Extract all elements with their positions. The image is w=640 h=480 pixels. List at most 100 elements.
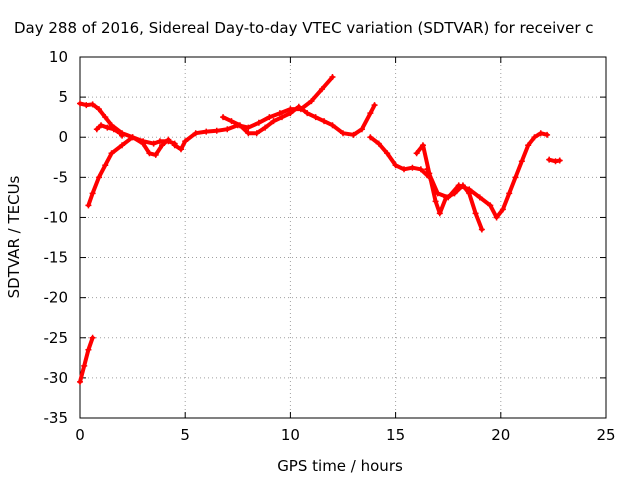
- data-series: [171, 74, 336, 153]
- data-series: [220, 102, 378, 138]
- data-point: [546, 156, 553, 163]
- plot-frame: [79, 56, 607, 419]
- data-point: [77, 100, 83, 107]
- data-point: [159, 142, 166, 149]
- data-point: [93, 126, 100, 133]
- data-point: [108, 150, 115, 157]
- data-point: [276, 110, 283, 117]
- data-point: [140, 140, 147, 147]
- data-point: [245, 124, 252, 131]
- data-point: [165, 136, 172, 143]
- data-point: [358, 126, 365, 133]
- data-point: [129, 134, 136, 141]
- data-point: [531, 134, 538, 141]
- data-series: [367, 134, 433, 181]
- data-point: [518, 158, 525, 165]
- y-axis-label: SDTVAR / TECUs: [5, 175, 23, 298]
- data-point: [487, 202, 494, 209]
- data-series: [77, 334, 96, 385]
- y-tick-label: -10: [44, 208, 69, 226]
- y-axis-ticks: 10 5 0 -5 -10 -15 -20 -25 -30 -35: [44, 48, 606, 427]
- data-point: [401, 166, 408, 173]
- data-point: [262, 124, 269, 131]
- data-point: [478, 226, 485, 233]
- data-point: [432, 198, 439, 205]
- data-point: [95, 174, 102, 181]
- data-point: [476, 194, 483, 201]
- data-point: [85, 202, 92, 209]
- y-tick-label: 10: [49, 48, 68, 66]
- data-point: [224, 126, 231, 133]
- data-point: [308, 98, 315, 105]
- data-point: [278, 114, 285, 121]
- data-point: [304, 110, 311, 117]
- data-point: [392, 162, 399, 169]
- data-point: [89, 334, 96, 341]
- data-point: [89, 101, 96, 108]
- y-tick-label: -20: [44, 289, 69, 307]
- data-point: [329, 122, 336, 129]
- y-tick-label: -35: [44, 409, 69, 427]
- data-point: [266, 114, 273, 121]
- data-point: [228, 118, 235, 125]
- data-point: [95, 106, 102, 113]
- x-axis-ticks: 0 5 10 15 20 25: [75, 57, 616, 444]
- data-point: [177, 146, 184, 153]
- data-point: [466, 186, 473, 193]
- data-point: [552, 158, 559, 165]
- data-point: [419, 142, 426, 149]
- plot-area: [77, 74, 563, 385]
- data-point: [236, 122, 243, 129]
- data-point: [192, 130, 199, 137]
- data-point: [455, 182, 462, 189]
- x-tick-label: 0: [75, 426, 85, 444]
- data-point: [384, 150, 391, 157]
- x-tick-label: 15: [386, 426, 405, 444]
- series-trace: [78, 101, 171, 157]
- data-point: [434, 190, 441, 197]
- data-point: [367, 134, 374, 141]
- data-point: [506, 190, 513, 197]
- data-point: [150, 140, 157, 147]
- data-point: [213, 127, 220, 134]
- data-point: [85, 346, 92, 353]
- data-point: [83, 102, 90, 109]
- data-series: [413, 142, 485, 233]
- data-point: [89, 190, 96, 197]
- data-point: [371, 102, 378, 109]
- data-point: [245, 130, 252, 137]
- data-point: [98, 122, 105, 129]
- data-point: [436, 210, 443, 217]
- data-point: [329, 74, 336, 81]
- data-point: [409, 164, 416, 171]
- data-series: [93, 122, 126, 139]
- data-point: [318, 86, 325, 93]
- data-point: [203, 128, 210, 135]
- data-point: [445, 194, 452, 201]
- data-point: [544, 131, 551, 138]
- data-point: [375, 140, 382, 147]
- data-point: [270, 118, 277, 125]
- data-point: [102, 114, 109, 121]
- y-tick-label: -15: [44, 249, 69, 267]
- data-point: [350, 131, 357, 138]
- data-point: [472, 210, 479, 217]
- data-point: [152, 151, 159, 158]
- data-point: [424, 166, 431, 173]
- x-tick-label: 20: [491, 426, 510, 444]
- y-tick-label: -5: [53, 168, 68, 186]
- data-point: [102, 162, 109, 169]
- y-tick-label: -25: [44, 329, 69, 347]
- data-point: [493, 214, 500, 221]
- data-point: [255, 119, 262, 126]
- data-point: [119, 132, 126, 139]
- x-tick-label: 25: [596, 426, 615, 444]
- series-trace: [425, 131, 550, 220]
- data-point: [312, 114, 319, 121]
- data-point: [182, 138, 189, 145]
- series-trace: [78, 335, 95, 384]
- data-point: [287, 110, 294, 117]
- series-trace: [414, 143, 484, 232]
- data-point: [104, 124, 111, 131]
